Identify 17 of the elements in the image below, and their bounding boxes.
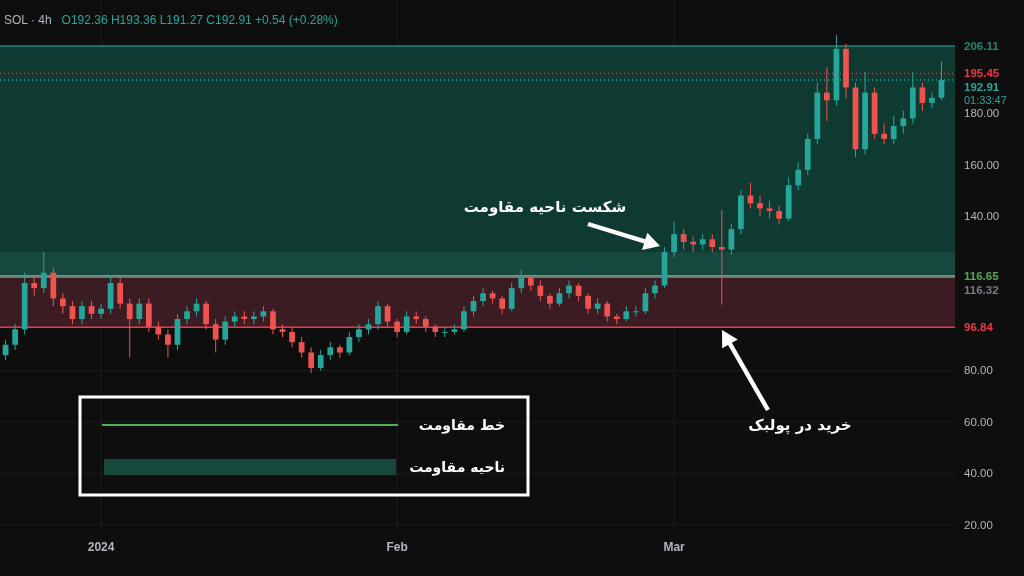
annotation: خط مقاومت	[418, 417, 505, 434]
annotation: خرید در پولبک	[748, 416, 852, 435]
text: SOL · 4h	[4, 13, 52, 27]
y-tick-label: 80.00	[964, 364, 993, 377]
annotation: شکست ناحیه مقاومت	[463, 198, 627, 216]
y-tick-label: 40.00	[964, 467, 993, 480]
y-tick-label: 20.00	[964, 518, 993, 531]
x-tick-label: 2024	[87, 540, 115, 554]
x-tick-label: Mar	[663, 540, 686, 554]
y-tick-label: 180.00	[964, 107, 1000, 120]
y-tick-label: 116.65	[964, 270, 1000, 283]
y-tick-label: 160.00	[964, 158, 1000, 171]
x-tick-label: Feb	[386, 540, 408, 554]
y-tick-label: 60.00	[964, 415, 993, 428]
annotation: ناحیه مقاومت	[409, 459, 505, 476]
y-tick-label: 140.00	[964, 210, 1000, 223]
text: O192.36 H193.36 L191.27 C192.91 +0.54 (+0.28%)	[61, 13, 338, 27]
